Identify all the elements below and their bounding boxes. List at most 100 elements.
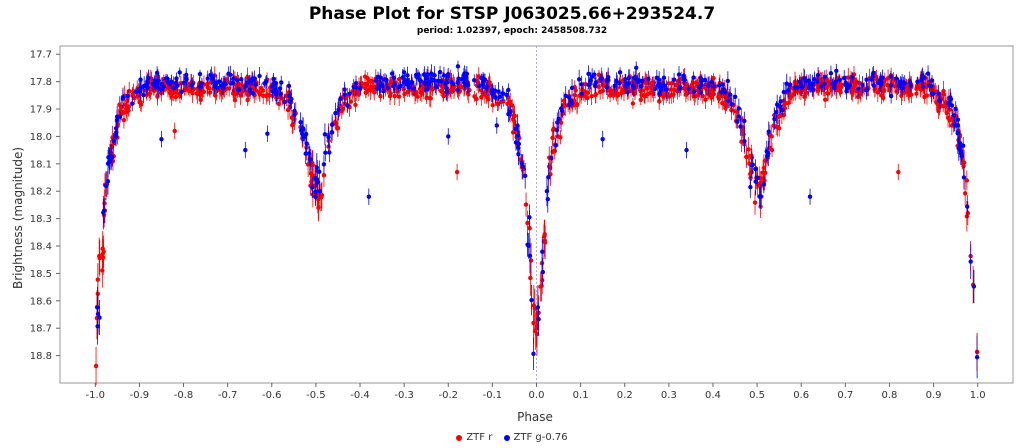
data-point [126,108,131,113]
data-point [753,179,758,184]
data-point [446,134,451,139]
ztf-g-point [336,98,341,121]
ztf-g-point [810,74,815,93]
data-point [392,93,397,99]
ztf-g-point [569,79,575,97]
ztf-r-point [97,239,102,277]
ztf-r-point [914,88,919,99]
ztf-g-point [303,143,308,165]
legend: ZTF r ZTF g-0.76 [0,432,1024,444]
data-point [184,75,189,80]
data-point [961,175,967,180]
data-point [540,269,546,275]
data-point [579,82,584,87]
x-tick-label: 0.4 [705,390,721,401]
data-point [237,87,242,93]
data-point [699,82,704,88]
ztf-g-point [793,79,798,96]
data-point [965,210,971,216]
data-point [691,89,697,95]
y-axis-title: Brightness (magnitude) [11,147,25,289]
ztf-g-point [678,81,683,94]
ztf-r-point [474,92,479,106]
ztf-r-point [962,181,968,206]
data-point [391,83,396,89]
data-point [261,93,266,99]
ztf-g-point [847,77,853,94]
ztf-g-point [513,121,518,136]
ztf-g-point [300,117,306,139]
ztf-r-point [615,85,621,105]
data-point [555,120,560,125]
data-point [321,162,327,167]
data-point [366,194,372,199]
data-point [865,87,870,92]
data-point [925,71,931,76]
ztf-r-point [276,97,282,111]
data-point [141,92,146,98]
ztf-g-point [237,84,242,96]
data-point [215,85,220,91]
data-point [130,101,135,106]
ztf-g-point [748,176,753,198]
data-point [156,85,161,91]
data-point [839,84,844,90]
data-point [474,96,479,102]
data-point [356,92,362,97]
ztf-r-point [525,210,530,236]
data-point [748,171,753,177]
ztf-g-point [563,86,568,106]
ztf-r-point [368,80,373,101]
data-point [353,81,359,86]
data-point [314,165,319,170]
data-point [373,78,379,83]
data-point [93,363,99,369]
data-point [198,84,204,89]
ztf-g-point [834,63,839,78]
data-point [807,194,813,199]
data-point [358,86,363,91]
data-point [154,81,159,86]
data-point [317,169,322,174]
data-point [125,93,131,99]
x-tick-label: 0.9 [926,390,942,401]
ztf-g-point [960,137,966,155]
ztf-g-point [639,80,644,93]
ztf-g-point [959,147,964,165]
data-point [964,178,970,183]
data-point [173,94,178,100]
data-point [147,91,153,96]
data-point [812,76,817,82]
data-point [382,77,388,82]
ztf-g-point [382,73,388,86]
ztf-g-point [870,67,876,86]
data-point [155,74,161,79]
data-point [642,92,647,98]
data-point [310,162,316,168]
data-point [97,315,102,320]
data-point [455,80,460,85]
data-point [676,72,682,77]
ztf-g-point [317,181,322,202]
ztf-r-outlier [896,163,901,181]
x-tick-label: -1.0 [86,390,106,401]
data-point [929,78,935,83]
legend-item-r: ZTF r [456,432,492,443]
data-point [748,184,753,190]
ztf-g-point [706,76,711,95]
ztf-g-point [250,88,256,99]
ztf-g-point [513,134,519,151]
data-point [169,90,175,95]
ztf-g-point [212,73,217,93]
y-tick-label: 18.7 [30,324,52,335]
ztf-g-point [828,65,834,81]
data-point [778,104,783,109]
data-point [599,76,605,81]
data-point [769,147,775,153]
data-point [169,93,174,99]
ztf-g-point [929,75,935,86]
ztf-g-point [778,99,783,114]
ztf-g-point [189,78,194,93]
data-point [230,80,236,86]
data-point [132,95,137,101]
